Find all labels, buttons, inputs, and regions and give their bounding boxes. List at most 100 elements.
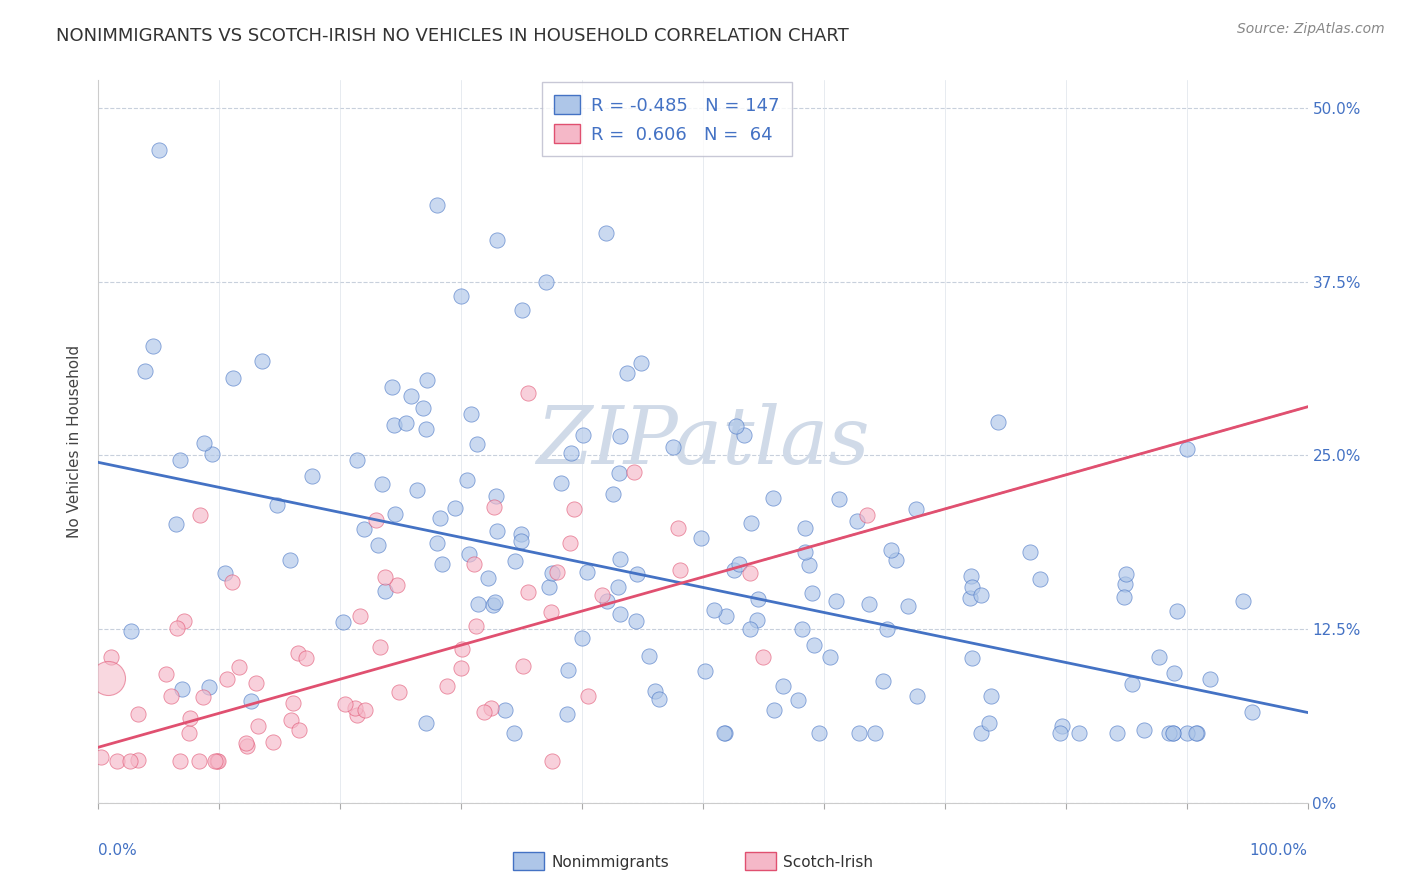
Point bbox=[858, 597, 880, 611]
Point bbox=[460, 407, 482, 421]
Point bbox=[450, 288, 472, 302]
Point bbox=[262, 735, 284, 749]
Point bbox=[280, 713, 302, 727]
Point bbox=[384, 507, 406, 521]
Point bbox=[695, 664, 717, 678]
Point bbox=[1018, 545, 1040, 559]
Point bbox=[484, 595, 506, 609]
Point bbox=[177, 726, 200, 740]
Point bbox=[387, 578, 409, 592]
Point bbox=[1121, 676, 1143, 690]
Y-axis label: No Vehicles in Household: No Vehicles in Household bbox=[67, 345, 83, 538]
Point bbox=[450, 642, 472, 657]
Point bbox=[541, 754, 564, 768]
Point bbox=[354, 703, 377, 717]
Point bbox=[207, 754, 229, 768]
Point bbox=[464, 619, 486, 633]
Point bbox=[444, 501, 467, 516]
Point bbox=[616, 367, 638, 381]
Point bbox=[90, 749, 112, 764]
Point bbox=[734, 428, 756, 442]
Point bbox=[343, 700, 366, 714]
Point bbox=[245, 675, 267, 690]
Point bbox=[848, 726, 870, 740]
Point bbox=[486, 233, 509, 247]
Point bbox=[609, 429, 631, 443]
Point bbox=[897, 599, 920, 613]
Point bbox=[510, 302, 533, 317]
Point bbox=[228, 659, 250, 673]
Point bbox=[1185, 726, 1208, 740]
Point bbox=[546, 566, 568, 580]
Point bbox=[1166, 604, 1188, 618]
Point bbox=[142, 339, 165, 353]
Point bbox=[214, 566, 236, 580]
Point bbox=[772, 679, 794, 693]
Point bbox=[332, 615, 354, 629]
Point bbox=[648, 692, 671, 706]
Point bbox=[602, 486, 624, 500]
Point bbox=[668, 521, 690, 535]
Point bbox=[165, 517, 187, 532]
Point bbox=[576, 565, 599, 579]
Point bbox=[368, 640, 391, 654]
Point bbox=[374, 570, 396, 584]
Point bbox=[1147, 650, 1170, 665]
Point bbox=[762, 703, 785, 717]
Point bbox=[824, 594, 846, 608]
Point bbox=[371, 476, 394, 491]
Point bbox=[246, 719, 269, 733]
Point bbox=[97, 671, 120, 685]
Point bbox=[962, 651, 984, 665]
Point bbox=[609, 552, 631, 566]
Point bbox=[239, 694, 262, 708]
Point bbox=[1112, 591, 1135, 605]
Point bbox=[169, 453, 191, 467]
Point bbox=[1159, 726, 1181, 740]
Point bbox=[367, 538, 389, 552]
Point bbox=[172, 681, 194, 696]
Point bbox=[430, 557, 453, 571]
Point bbox=[591, 588, 613, 602]
Point bbox=[472, 705, 495, 719]
Point bbox=[790, 622, 813, 636]
Point bbox=[250, 354, 273, 368]
Point bbox=[1049, 726, 1071, 740]
Point bbox=[388, 685, 411, 699]
Point bbox=[1161, 726, 1184, 740]
Point bbox=[787, 693, 810, 707]
Point bbox=[366, 513, 388, 527]
Point bbox=[725, 418, 748, 433]
Point bbox=[516, 385, 538, 400]
Point bbox=[160, 690, 183, 704]
Point bbox=[236, 739, 259, 754]
Point bbox=[1052, 719, 1074, 733]
Point bbox=[1163, 665, 1185, 680]
Point bbox=[509, 534, 531, 549]
Point bbox=[465, 437, 488, 451]
Point bbox=[374, 584, 396, 599]
Point bbox=[979, 716, 1001, 731]
Point bbox=[127, 706, 149, 721]
Point bbox=[828, 492, 851, 507]
Point bbox=[353, 522, 375, 536]
Point bbox=[169, 754, 191, 768]
Point bbox=[179, 711, 201, 725]
Point bbox=[450, 661, 472, 675]
Point bbox=[557, 663, 579, 677]
Point bbox=[905, 502, 928, 516]
Point bbox=[512, 659, 534, 673]
Point bbox=[415, 422, 437, 436]
Point bbox=[537, 580, 560, 594]
Point bbox=[1029, 572, 1052, 586]
Point bbox=[416, 373, 439, 387]
Point bbox=[235, 736, 257, 750]
Point bbox=[215, 672, 238, 686]
Point bbox=[415, 715, 437, 730]
Point bbox=[807, 726, 830, 740]
Point bbox=[970, 588, 993, 602]
Point bbox=[222, 371, 245, 385]
Point bbox=[550, 476, 572, 491]
Point bbox=[204, 754, 226, 768]
Point bbox=[287, 723, 309, 737]
